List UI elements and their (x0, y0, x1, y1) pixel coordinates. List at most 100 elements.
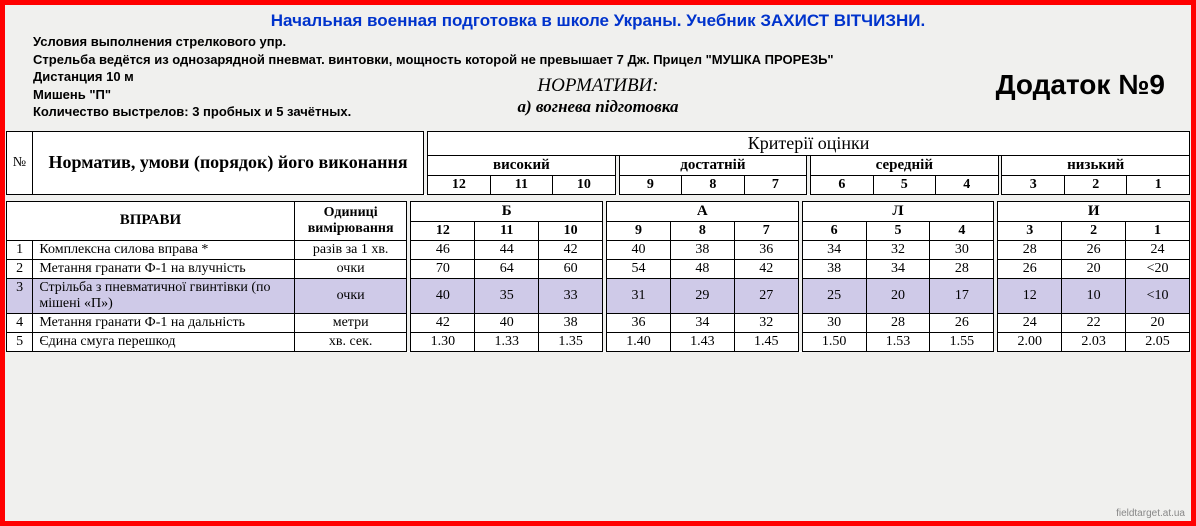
value-cell: <20 (1126, 259, 1190, 278)
document-frame: Начальная военная подготовка в школе Укр… (0, 0, 1196, 526)
value-cell: 40 (607, 240, 671, 259)
value-cell: 34 (802, 240, 866, 259)
value-cell: 35 (475, 278, 539, 313)
value-cell: 36 (734, 240, 798, 259)
row-num: 4 (7, 313, 33, 332)
table-row: 5Єдина смуга перешкодхв. сек.1.301.331.3… (7, 332, 1190, 351)
table-row: 2Метання гранати Ф-1 на влучністьочки706… (7, 259, 1190, 278)
value-cell: 38 (670, 240, 734, 259)
value-cell: 64 (475, 259, 539, 278)
value-cell: 38 (539, 313, 603, 332)
value-cell: 10 (1062, 278, 1126, 313)
value-cell: 36 (607, 313, 671, 332)
bali-a: А (607, 201, 799, 221)
criteria-table: № Норматив, умови (порядок) його виконан… (6, 131, 1190, 195)
score-cell: 5 (866, 221, 930, 240)
value-cell: 28 (930, 259, 994, 278)
level-high: високий (428, 155, 615, 175)
row-num: 1 (7, 240, 33, 259)
value-cell: 2.00 (998, 332, 1062, 351)
exercises-header: ВПРАВИ (7, 201, 295, 240)
value-cell: 32 (866, 240, 930, 259)
exercise-unit: очки (294, 259, 407, 278)
value-cell: 22 (1062, 313, 1126, 332)
appendix-label: Додаток №9 (996, 69, 1165, 101)
level-low: низький (1002, 155, 1190, 175)
score-cell: 10 (539, 221, 603, 240)
score-cell: 7 (744, 175, 807, 194)
criteria-header: Критерії оцінки (428, 131, 1190, 155)
exercise-name: Комплексна силова вправа * (33, 240, 295, 259)
value-cell: 1.43 (670, 332, 734, 351)
score-cell: 1 (1127, 175, 1190, 194)
exercise-name: Метання гранати Ф-1 на влучність (33, 259, 295, 278)
value-cell: 34 (670, 313, 734, 332)
value-cell: 27 (734, 278, 798, 313)
value-cell: 17 (930, 278, 994, 313)
value-cell: 20 (1126, 313, 1190, 332)
cond-line: Условия выполнения стрелкового упр. (33, 33, 1191, 51)
table-row: 3Стрільба з пневматичної гвинтівки (по м… (7, 278, 1190, 313)
value-cell: 33 (539, 278, 603, 313)
col-num: № (7, 131, 33, 194)
bali-b: Б (411, 201, 603, 221)
value-cell: 26 (1062, 240, 1126, 259)
value-cell: 44 (475, 240, 539, 259)
value-cell: 48 (670, 259, 734, 278)
value-cell: 60 (539, 259, 603, 278)
value-cell: 46 (411, 240, 475, 259)
value-cell: 2.03 (1062, 332, 1126, 351)
value-cell: 20 (866, 278, 930, 313)
score-cell: 11 (475, 221, 539, 240)
score-cell: 8 (682, 175, 745, 194)
score-cell: 5 (873, 175, 935, 194)
score-cell: 3 (998, 221, 1062, 240)
value-cell: 42 (539, 240, 603, 259)
exercise-name: Метання гранати Ф-1 на дальність (33, 313, 295, 332)
score-cell: 11 (490, 175, 552, 194)
value-cell: 26 (998, 259, 1062, 278)
value-cell: 42 (734, 259, 798, 278)
value-cell: 40 (411, 278, 475, 313)
score-cell: 8 (670, 221, 734, 240)
bali-l: Л (802, 201, 994, 221)
cond-line: Стрельба ведётся из однозарядной пневмат… (33, 51, 1191, 69)
row-num: 5 (7, 332, 33, 351)
score-cell: 12 (428, 175, 490, 194)
page-title: Начальная военная подготовка в школе Укр… (5, 5, 1191, 33)
bali-i: И (998, 201, 1190, 221)
value-cell: 34 (866, 259, 930, 278)
value-cell: 1.55 (930, 332, 994, 351)
value-cell: 28 (998, 240, 1062, 259)
score-cell: 9 (619, 175, 682, 194)
score-cell: 1 (1126, 221, 1190, 240)
value-cell: 1.53 (866, 332, 930, 351)
col-norm: Норматив, умови (порядок) його виконання (32, 131, 423, 194)
score-cell: 4 (936, 175, 998, 194)
value-cell: 42 (411, 313, 475, 332)
subheader-row: НОРМАТИВИ: а) вогнева підготовка Додаток… (5, 75, 1191, 117)
value-cell: 2.05 (1126, 332, 1190, 351)
value-cell: 24 (1126, 240, 1190, 259)
score-cell: 9 (607, 221, 671, 240)
exercise-unit: очки (294, 278, 407, 313)
value-cell: 1.30 (411, 332, 475, 351)
score-cell: 6 (811, 175, 873, 194)
row-num: 2 (7, 259, 33, 278)
exercises-table: ВПРАВИ Одиниці вимірювання Б А Л И 12111… (6, 201, 1190, 352)
score-cell: 3 (1002, 175, 1064, 194)
value-cell: 29 (670, 278, 734, 313)
value-cell: 26 (930, 313, 994, 332)
score-cell: 6 (802, 221, 866, 240)
value-cell: 30 (930, 240, 994, 259)
score-cell: 7 (734, 221, 798, 240)
score-cell: 2 (1062, 221, 1126, 240)
value-cell: 54 (607, 259, 671, 278)
score-cell: 10 (553, 175, 615, 194)
value-cell: 32 (734, 313, 798, 332)
exercise-unit: хв. сек. (294, 332, 407, 351)
value-cell: 30 (802, 313, 866, 332)
value-cell: 12 (998, 278, 1062, 313)
level-suff: достатній (619, 155, 807, 175)
exercise-name: Єдина смуга перешкод (33, 332, 295, 351)
